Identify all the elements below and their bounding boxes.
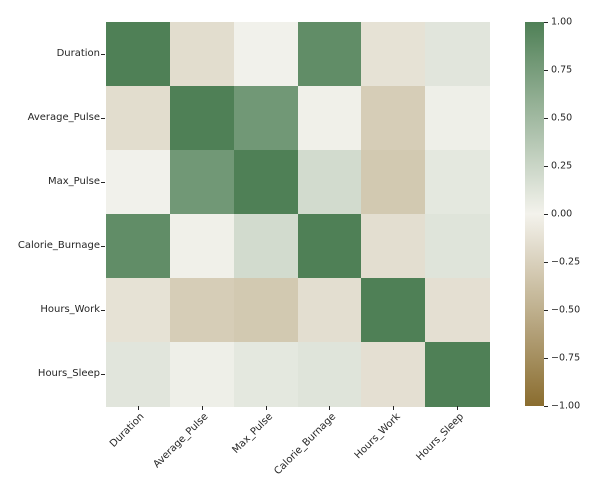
colorbar-tick-mark bbox=[544, 262, 548, 263]
colorbar-tick-label: 1.00 bbox=[551, 16, 573, 28]
heatmap-cell bbox=[297, 342, 362, 407]
colorbar-tick-mark bbox=[544, 214, 548, 215]
heatmap-cell bbox=[297, 86, 362, 151]
colorbar-tick-label: 0.75 bbox=[551, 64, 573, 76]
y-tick-label-hours-work: Hours_Work bbox=[40, 304, 100, 315]
colorbar-tick-label: 0.50 bbox=[551, 112, 573, 124]
x-tick-mark bbox=[457, 406, 459, 410]
x-tick-label-calorie-burnage: Calorie_Burnage bbox=[272, 411, 339, 478]
colorbar bbox=[525, 22, 544, 406]
colorbar-tick-mark bbox=[544, 406, 548, 407]
heatmap-cell bbox=[425, 278, 490, 343]
y-tick-label-duration: Duration bbox=[56, 48, 100, 59]
colorbar-tick-label: −0.75 bbox=[551, 352, 581, 364]
y-tick-label-average-pulse: Average_Pulse bbox=[27, 112, 100, 123]
y-tick-mark bbox=[101, 310, 105, 311]
heatmap-cell bbox=[297, 150, 362, 215]
heatmap-cell bbox=[425, 150, 490, 215]
heatmap-cell bbox=[361, 86, 426, 151]
heatmap-grid bbox=[106, 22, 490, 407]
heatmap-cell bbox=[233, 150, 299, 215]
heatmap-cell bbox=[106, 86, 171, 151]
y-tick-mark bbox=[101, 118, 105, 119]
x-tick-mark bbox=[137, 406, 139, 410]
heatmap-cell bbox=[169, 214, 235, 279]
colorbar-tick-label: 0.00 bbox=[551, 208, 573, 220]
heatmap-cell bbox=[169, 86, 235, 151]
heatmap-cell bbox=[169, 22, 235, 87]
x-tick-mark bbox=[201, 406, 203, 410]
colorbar-tick-label: 0.25 bbox=[551, 160, 573, 172]
x-tick-mark bbox=[393, 406, 395, 410]
heatmap-cell bbox=[425, 86, 490, 151]
heatmap-cell bbox=[106, 342, 171, 407]
heatmap-cell bbox=[233, 278, 299, 343]
colorbar-tick-mark bbox=[544, 166, 548, 167]
heatmap-cell bbox=[106, 150, 171, 215]
colorbar-tick-mark bbox=[544, 118, 548, 119]
heatmap-cell bbox=[425, 214, 490, 279]
colorbar-tick-label: −1.00 bbox=[551, 400, 581, 412]
colorbar-tick-mark bbox=[544, 358, 548, 359]
x-tick-label-hours-work: Hours_Work bbox=[352, 411, 403, 462]
y-tick-mark bbox=[101, 374, 105, 375]
heatmap-cell bbox=[106, 22, 171, 87]
x-tick-mark bbox=[329, 406, 331, 410]
heatmap-cell bbox=[361, 342, 426, 407]
x-tick-label-duration: Duration bbox=[108, 411, 147, 450]
heatmap-cell bbox=[169, 342, 235, 407]
colorbar-tick-mark bbox=[544, 22, 548, 23]
heatmap-cell bbox=[361, 278, 426, 343]
x-tick-mark bbox=[265, 406, 267, 410]
colorbar-tick-label: −0.50 bbox=[551, 304, 581, 316]
y-tick-mark bbox=[101, 182, 105, 183]
heatmap-cell bbox=[297, 22, 362, 87]
heatmap-cell bbox=[297, 278, 362, 343]
colorbar-tick-mark bbox=[544, 310, 548, 311]
y-tick-label-calorie-burnage: Calorie_Burnage bbox=[17, 240, 100, 251]
x-tick-label-max-pulse: Max_Pulse bbox=[230, 411, 275, 456]
y-tick-mark bbox=[101, 246, 105, 247]
heatmap-cell bbox=[169, 278, 235, 343]
heatmap-cell bbox=[233, 22, 299, 87]
heatmap-cell bbox=[169, 150, 235, 215]
heatmap-cell bbox=[361, 150, 426, 215]
heatmap-cell bbox=[425, 22, 490, 87]
heatmap-cell bbox=[233, 342, 299, 407]
x-tick-label-hours-sleep: Hours_Sleep bbox=[414, 411, 467, 463]
heatmap-cell bbox=[233, 214, 299, 279]
colorbar-tick-label: −0.25 bbox=[551, 256, 581, 268]
heatmap-cell bbox=[106, 278, 171, 343]
heatmap-cell bbox=[361, 22, 426, 87]
heatmap-cell bbox=[106, 214, 171, 279]
y-tick-label-hours-sleep: Hours_Sleep bbox=[37, 368, 100, 379]
heatmap-cell bbox=[233, 86, 299, 151]
heatmap-cell bbox=[361, 214, 426, 279]
colorbar-tick-mark bbox=[544, 70, 548, 71]
x-tick-label-average-pulse: Average_Pulse bbox=[151, 411, 211, 471]
y-tick-label-max-pulse: Max_Pulse bbox=[47, 176, 100, 187]
heatmap-cell bbox=[297, 214, 362, 279]
y-tick-mark bbox=[101, 54, 105, 55]
heatmap-cell bbox=[425, 342, 490, 407]
